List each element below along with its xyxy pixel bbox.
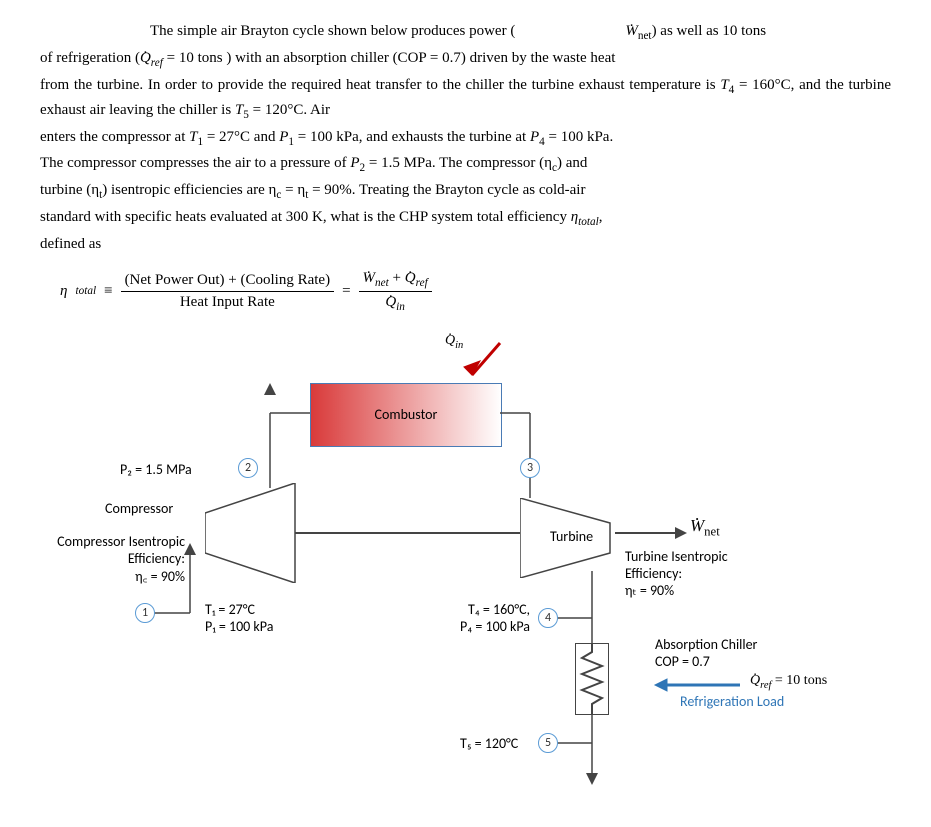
eq: = [342, 283, 350, 300]
text: from the turbine. In order to provide th… [40, 77, 720, 93]
plus: + [389, 270, 405, 286]
qref-label: Qref = 10 tons [750, 673, 827, 691]
problem-text: The simple air Brayton cycle shown below… [40, 20, 891, 256]
t5-label: T₅ = 120°C [460, 735, 518, 752]
node-5: 5 [538, 733, 558, 753]
te3: ηₜ = 90% [625, 582, 728, 599]
qsub: ref [416, 277, 428, 289]
text: = 90%. Treating the Brayton cycle as col… [308, 182, 585, 198]
turbine-shape: Turbine [520, 498, 620, 578]
num2: Wnet + Qref [359, 270, 432, 292]
w: W [363, 270, 376, 287]
eta: η [60, 283, 67, 300]
qref-sub: ref [151, 57, 163, 69]
etatotsub: total [578, 216, 599, 228]
text: of refrigeration ( [40, 50, 140, 66]
equiv: ≡ [104, 283, 112, 300]
qin: Q [385, 294, 396, 311]
node-3: 3 [520, 458, 540, 478]
text: = 10 tons ) with an absorption chiller (… [163, 50, 616, 66]
q: Q [405, 270, 416, 287]
refload-label: Refrigeration Load [680, 693, 784, 710]
turbine-text: Turbine [550, 528, 593, 545]
t1l: T₁ = 27°C [205, 601, 273, 618]
text: = 120°C. Air [249, 102, 330, 118]
text: = η [281, 182, 305, 198]
chiller-block [575, 643, 609, 715]
qref-var: Q [140, 47, 151, 70]
turb-eff: Turbine Isentropic Efficiency: ηₜ = 90% [625, 548, 728, 599]
qrval: = 10 tons [771, 673, 827, 688]
wnet-label: Wnet [690, 516, 720, 539]
text: defined as [40, 236, 101, 252]
cycle-diagram: Qin Combustor [40, 333, 840, 793]
state4: T₄ = 160°C, P₄ = 100 kPa [430, 601, 530, 635]
text: ) as well as 10 tons [652, 23, 767, 39]
qinsub: in [396, 301, 405, 313]
wsub: net [375, 277, 389, 289]
eta-sub: total [75, 285, 96, 297]
l1: Compressor Isentropic [20, 533, 185, 550]
t4: T [720, 77, 728, 93]
equation: ηtotal ≡ (Net Power Out) + (Cooling Rate… [60, 270, 891, 313]
wv: W [690, 516, 704, 536]
compressor-label: Compressor [105, 500, 173, 517]
text: enters the compressor at [40, 129, 189, 145]
text: ) isentropic efficiencies are η [102, 182, 276, 198]
qref-arrow [655, 675, 745, 695]
text: = 27°C and [203, 129, 279, 145]
comp-eff: Compressor Isentropic Efficiency: η꜀ = 9… [20, 533, 185, 586]
node-2: 2 [238, 458, 258, 478]
te1: Turbine Isentropic [625, 548, 728, 565]
t4l: T₄ = 160°C, [430, 601, 530, 618]
ws: net [704, 524, 720, 538]
text: turbine (η [40, 182, 99, 198]
p4l: P₄ = 100 kPa [430, 618, 530, 635]
resistor-icon [576, 644, 608, 714]
node-4: 4 [538, 608, 558, 628]
text: = 1.5 MPa. The compressor (η [365, 155, 552, 171]
chiller-labels: Absorption Chiller COP = 0.7 [655, 636, 757, 670]
l3: η꜀ = 90% [20, 567, 185, 586]
p1l: P₁ = 100 kPa [205, 618, 273, 635]
cl2: COP = 0.7 [655, 653, 757, 670]
qrv: Q [750, 673, 760, 689]
wnet-var: W [515, 20, 638, 43]
text: = 100 kPa, and exhausts the turbine at [294, 129, 530, 145]
p4: P [530, 129, 539, 145]
num: (Net Power Out) + (Cooling Rate) [121, 272, 335, 292]
den: Heat Input Rate [176, 292, 279, 311]
wnet-sub: net [638, 30, 652, 42]
text: The simple air Brayton cycle shown below… [150, 23, 515, 39]
p2-label: P₂ = 1.5 MPa [120, 461, 192, 478]
state1: T₁ = 27°C P₁ = 100 kPa [205, 601, 273, 635]
p1: P [279, 129, 288, 145]
cl1: Absorption Chiller [655, 636, 757, 653]
text: standard with specific heats evaluated a… [40, 209, 571, 225]
text: ) and [557, 155, 587, 171]
den2: Qin [381, 292, 409, 313]
node-1: 1 [135, 603, 155, 623]
text: The compressor compresses the air to a p… [40, 155, 350, 171]
text: , [599, 209, 603, 225]
frac1: (Net Power Out) + (Cooling Rate) Heat In… [121, 272, 335, 311]
te2: Efficiency: [625, 565, 728, 582]
qrs: ref [760, 679, 771, 690]
text: = 100 kPa. [545, 129, 613, 145]
compressor-shape [205, 483, 305, 583]
l2: Efficiency: [20, 550, 185, 567]
frac2: Wnet + Qref Qin [359, 270, 432, 313]
